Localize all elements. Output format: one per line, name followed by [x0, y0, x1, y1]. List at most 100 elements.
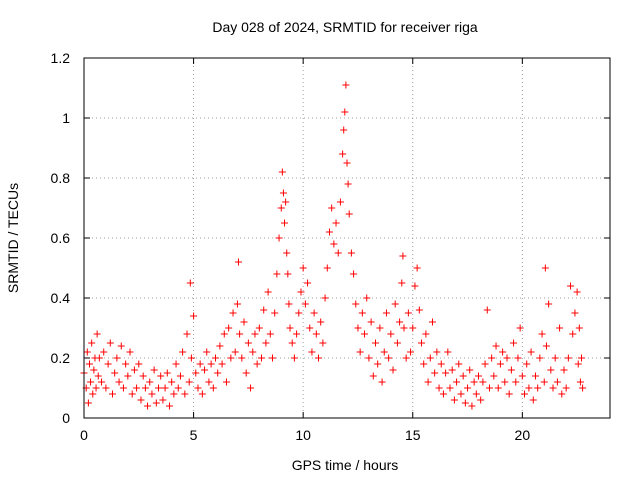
y-tick-label: 0.6: [51, 230, 71, 246]
data-point: [407, 348, 415, 356]
data-point: [514, 354, 522, 362]
data-point: [275, 234, 283, 242]
data-point: [549, 384, 557, 392]
data-point: [216, 342, 224, 350]
data-point: [485, 384, 493, 392]
data-point: [564, 354, 572, 362]
data-point: [330, 240, 338, 248]
data-point: [124, 372, 132, 380]
data-point: [194, 384, 202, 392]
data-point: [540, 378, 548, 386]
data-point: [420, 360, 428, 368]
data-point: [385, 354, 393, 362]
x-tick-label: 20: [515, 427, 531, 443]
data-point: [393, 339, 401, 347]
data-point: [571, 309, 579, 317]
data-point: [483, 306, 491, 314]
data-point: [472, 390, 480, 398]
data-point: [92, 384, 100, 392]
data-point: [575, 324, 583, 332]
data-point: [290, 354, 298, 362]
data-point: [260, 306, 268, 314]
data-point: [119, 384, 127, 392]
data-point: [321, 294, 329, 302]
plot-frame: [83, 57, 611, 419]
data-point: [306, 324, 314, 332]
data-point: [297, 288, 305, 296]
data-point: [490, 372, 498, 380]
data-point: [152, 399, 160, 407]
data-point: [198, 390, 206, 398]
data-point: [553, 378, 561, 386]
data-point: [356, 348, 364, 356]
data-point: [244, 339, 252, 347]
data-point: [102, 384, 110, 392]
data-points: [80, 81, 587, 410]
data-point: [505, 390, 513, 398]
data-point: [227, 354, 235, 362]
data-point: [113, 354, 121, 362]
data-point: [402, 354, 410, 362]
data-point: [95, 354, 103, 362]
data-point: [457, 390, 465, 398]
data-point: [439, 390, 447, 398]
data-point: [424, 378, 432, 386]
y-tick-label: 0.4: [51, 290, 71, 306]
data-point: [399, 252, 407, 260]
data-point: [325, 228, 333, 236]
data-point: [404, 309, 412, 317]
data-point: [527, 348, 535, 356]
data-point: [159, 396, 167, 404]
data-point: [344, 180, 352, 188]
data-point: [475, 372, 482, 380]
y-tick-label: 0.2: [51, 350, 71, 366]
data-point: [411, 282, 419, 290]
data-point: [222, 378, 230, 386]
data-point: [409, 324, 417, 332]
data-point: [334, 249, 342, 257]
data-point: [207, 360, 215, 368]
data-point: [87, 378, 95, 386]
data-point: [196, 360, 204, 368]
data-point: [315, 354, 323, 362]
data-point: [347, 249, 355, 257]
data-point: [247, 384, 255, 392]
data-point: [435, 384, 443, 392]
data-point: [569, 330, 577, 338]
data-point: [453, 378, 461, 386]
data-point: [518, 372, 526, 380]
data-point: [285, 300, 293, 308]
data-point: [538, 330, 546, 338]
data-point: [279, 189, 287, 197]
data-point: [190, 312, 198, 320]
data-point: [422, 330, 430, 338]
data-point: [172, 360, 180, 368]
data-point: [122, 360, 130, 368]
data-point: [413, 264, 421, 272]
data-point: [380, 348, 388, 356]
data-point: [192, 369, 200, 377]
data-point: [273, 270, 281, 278]
data-point: [293, 330, 301, 338]
data-point: [88, 339, 96, 347]
y-axis-label: SRMTID / TECUs: [5, 183, 21, 293]
data-point: [253, 360, 261, 368]
y-tick-label: 0: [62, 410, 70, 426]
data-point: [426, 354, 434, 362]
data-point: [262, 339, 270, 347]
x-axis-ticks: 0 5 10 15 20: [80, 58, 530, 443]
data-point: [332, 219, 340, 227]
data-point: [354, 324, 362, 332]
data-point: [523, 360, 531, 368]
x-tick-label: 0: [80, 427, 88, 443]
data-point: [93, 330, 101, 338]
data-point: [212, 354, 219, 362]
data-point: [488, 354, 496, 362]
data-point: [205, 378, 213, 386]
data-point: [323, 264, 331, 272]
data-point: [418, 339, 426, 347]
data-point: [135, 360, 143, 368]
data-point: [464, 384, 472, 392]
data-point: [130, 366, 138, 374]
data-point: [343, 159, 351, 167]
